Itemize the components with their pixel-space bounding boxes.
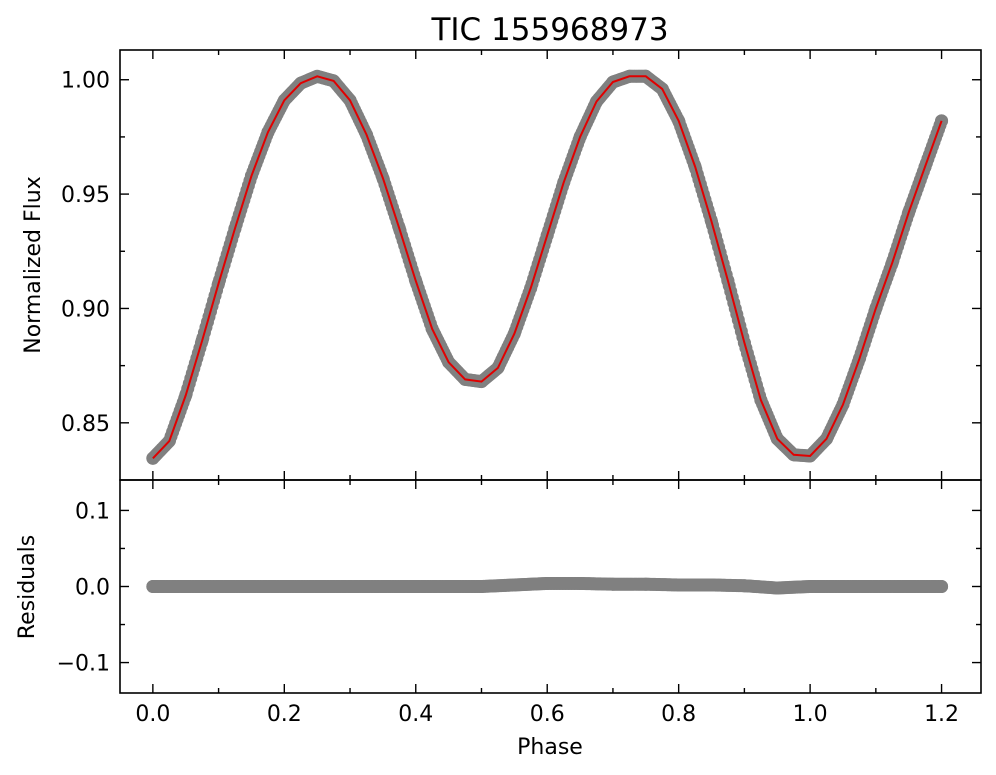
model-fit-line <box>152 75 943 459</box>
chart-title: TIC 155968973 <box>430 12 668 48</box>
y-tick-label: 0.0 <box>75 576 110 601</box>
residuals-panel: −0.1 0.0 0.1 0.0 0.2 0.4 0.6 0.8 1.0 1.2 Residua… <box>15 479 982 760</box>
y-tick-label: 0.95 <box>61 183 110 208</box>
main-y-axis-label: Normalized Flux <box>21 176 46 353</box>
x-tick-label: 0.8 <box>661 702 696 727</box>
y-tick-label: 0.85 <box>61 412 110 437</box>
residual-y-tick-labels: −0.1 0.0 0.1 <box>57 499 110 676</box>
main-panel-frame <box>119 49 982 481</box>
residual-data-points <box>146 576 949 595</box>
y-tick-label: −0.1 <box>57 652 110 677</box>
y-tick-label: 0.1 <box>75 499 110 524</box>
x-tick-label: 0.6 <box>530 702 565 727</box>
x-tick-label: 1.2 <box>924 702 959 727</box>
main-ticks <box>120 50 981 480</box>
y-tick-label: 1.00 <box>61 69 110 94</box>
main-y-tick-labels: 0.85 0.90 0.95 1.00 <box>61 69 110 437</box>
main-data-points <box>146 69 949 465</box>
x-tick-label: 0.0 <box>135 702 170 727</box>
x-tick-labels: 0.0 0.2 0.4 0.6 0.8 1.0 1.2 <box>135 702 959 727</box>
residual-marker <box>935 580 949 593</box>
x-axis-label: Phase <box>517 735 583 760</box>
residuals-y-axis-label: Residuals <box>15 535 40 639</box>
residual-ticks <box>120 480 981 693</box>
x-tick-label: 0.2 <box>267 702 302 727</box>
x-tick-label: 1.0 <box>793 702 828 727</box>
y-tick-label: 0.90 <box>61 297 110 322</box>
x-tick-label: 0.4 <box>398 702 433 727</box>
main-panel: 0.85 0.90 0.95 1.00 Normalized Flux <box>21 49 982 481</box>
residuals-panel-frame <box>119 479 982 694</box>
